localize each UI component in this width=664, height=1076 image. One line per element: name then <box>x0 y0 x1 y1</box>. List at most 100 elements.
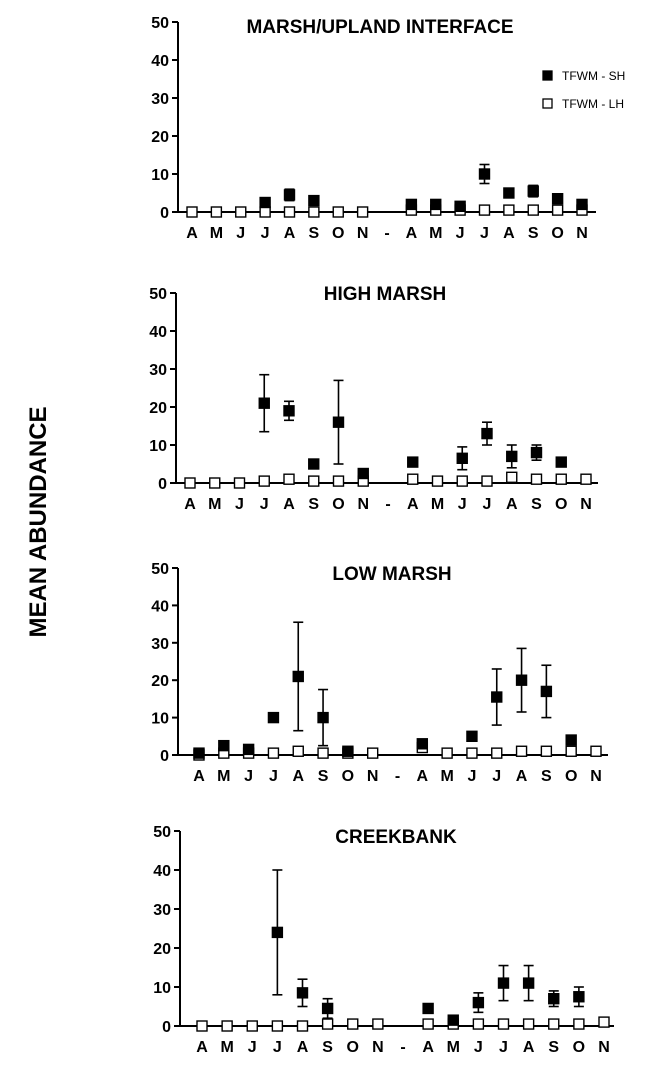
y-tick-label: 30 <box>153 902 171 919</box>
x-tick-label: J <box>236 225 245 242</box>
data-point-sh <box>283 405 295 417</box>
data-point-lh <box>515 745 528 757</box>
x-tick-label: - <box>385 496 390 513</box>
data-point-sh <box>317 711 329 724</box>
x-tick-label: A <box>503 225 515 242</box>
panel-title: HIGH MARSH <box>324 284 446 305</box>
data-point-sh <box>430 198 442 211</box>
x-tick-label: A <box>506 496 518 513</box>
data-point-lh <box>555 473 567 485</box>
data-point-lh <box>332 475 345 487</box>
y-tick-label: 10 <box>153 980 171 997</box>
data-point-lh <box>292 745 304 757</box>
data-point-sh <box>491 691 503 703</box>
x-tick-label: J <box>273 1039 282 1056</box>
data-point-lh <box>522 1018 535 1030</box>
data-point-sh <box>555 456 567 468</box>
legend-label-sh: TFWM - SH <box>562 69 625 83</box>
y-tick-label: 40 <box>149 324 167 341</box>
x-tick-label: A <box>186 225 198 242</box>
x-tick-label: O <box>332 496 344 513</box>
y-tick-label: 40 <box>151 598 169 615</box>
y-tick-label: 0 <box>160 205 169 222</box>
y-tick-label: 30 <box>149 362 167 379</box>
y-tick-label: 0 <box>158 476 167 493</box>
x-tick-label: M <box>210 225 223 242</box>
x-tick-label: O <box>342 768 354 785</box>
x-tick-label: O <box>332 225 344 242</box>
x-tick-label: N <box>357 225 369 242</box>
data-point-lh <box>506 471 518 483</box>
data-point-sh <box>551 192 564 205</box>
y-tick-label: 10 <box>149 438 167 455</box>
data-point-lh <box>332 206 344 218</box>
x-tick-label: - <box>395 768 400 785</box>
x-tick-label: O <box>347 1039 359 1056</box>
x-tick-label: J <box>244 768 253 785</box>
x-tick-label: S <box>322 1039 333 1056</box>
data-point-lh <box>580 473 592 485</box>
x-tick-label: A <box>422 1039 434 1056</box>
data-point-lh <box>321 1018 334 1030</box>
legend-marker-sh <box>542 70 553 81</box>
data-point-lh <box>530 473 543 485</box>
data-point-lh <box>548 1018 560 1030</box>
x-tick-label: J <box>474 1039 483 1056</box>
x-tick-label: O <box>565 768 577 785</box>
data-point-lh <box>540 745 553 757</box>
data-point-sh <box>292 670 304 683</box>
x-tick-label: A <box>193 768 205 785</box>
x-tick-label: N <box>367 768 379 785</box>
data-point-sh <box>342 745 354 757</box>
data-point-lh <box>478 204 491 216</box>
data-point-lh <box>372 1018 384 1030</box>
x-tick-label: S <box>318 768 329 785</box>
data-point-sh <box>296 987 309 999</box>
x-tick-label: O <box>555 496 567 513</box>
y-tick-label: 0 <box>160 748 169 765</box>
data-point-lh <box>466 747 478 759</box>
y-axis-label: MEAN ABUNDANCE <box>25 406 52 637</box>
data-point-sh <box>405 198 418 211</box>
y-tick-label: 0 <box>162 1019 171 1036</box>
y-tick-label: 50 <box>151 15 169 32</box>
data-point-sh <box>321 1002 334 1015</box>
x-tick-label: S <box>528 225 539 242</box>
x-tick-label: A <box>283 496 295 513</box>
data-point-sh <box>576 198 588 211</box>
data-point-lh <box>456 475 468 487</box>
x-tick-label: J <box>467 768 476 785</box>
data-point-lh <box>296 1020 309 1032</box>
x-tick-label: N <box>576 225 588 242</box>
data-point-lh <box>551 204 564 216</box>
data-point-lh <box>221 1020 233 1032</box>
data-point-sh <box>332 416 345 428</box>
data-point-sh <box>357 467 369 480</box>
y-tick-label: 20 <box>149 400 167 417</box>
data-point-sh <box>416 738 429 750</box>
data-point-sh <box>573 991 585 1003</box>
x-tick-label: M <box>217 768 230 785</box>
x-tick-label: O <box>551 225 563 242</box>
x-tick-label: M <box>220 1039 233 1056</box>
x-tick-label: N <box>357 496 369 513</box>
data-point-sh <box>447 1014 459 1026</box>
data-point-sh <box>565 734 577 746</box>
data-point-lh <box>565 745 577 757</box>
legend: TFWM - SH TFWM - LH <box>542 69 625 111</box>
data-point-sh <box>481 427 493 440</box>
data-point-lh <box>308 206 320 218</box>
y-tick-label: 40 <box>151 53 169 70</box>
y-tick-label: 50 <box>151 561 169 578</box>
data-point-sh <box>540 685 553 698</box>
x-tick-label: M <box>447 1039 460 1056</box>
y-tick-label: 20 <box>151 673 169 690</box>
x-tick-label: J <box>458 496 467 513</box>
data-point-lh <box>497 1018 510 1030</box>
x-tick-label: A <box>196 1039 208 1056</box>
data-point-sh <box>267 711 280 724</box>
data-point-sh <box>478 168 491 180</box>
data-point-sh <box>259 196 271 209</box>
data-point-sh <box>454 200 466 213</box>
